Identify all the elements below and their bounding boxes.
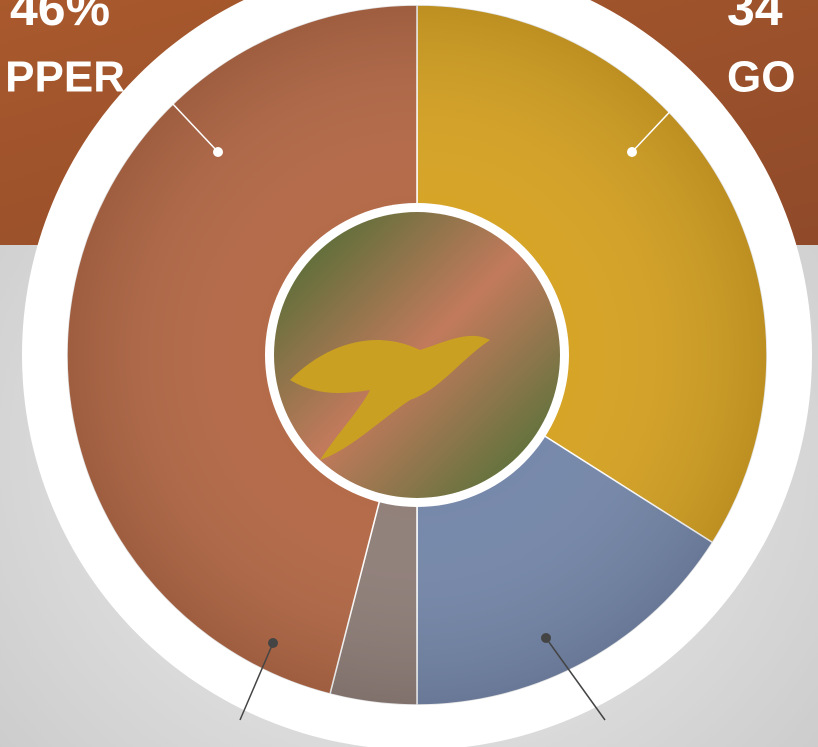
- leader-dot: [541, 633, 551, 643]
- leader-line: [545, 637, 606, 721]
- leader-dot: [213, 147, 223, 157]
- leader-line: [239, 642, 274, 721]
- value-label: 46%: [10, 0, 110, 36]
- leader-line: [154, 84, 219, 153]
- value-label: 34: [727, 0, 783, 36]
- leader-dot: [627, 147, 637, 157]
- category-label: GO: [727, 53, 795, 102]
- logo-mark: [290, 335, 490, 460]
- leader-dot: [268, 638, 278, 648]
- category-label: PPER: [5, 53, 125, 102]
- leader-line: [631, 84, 696, 153]
